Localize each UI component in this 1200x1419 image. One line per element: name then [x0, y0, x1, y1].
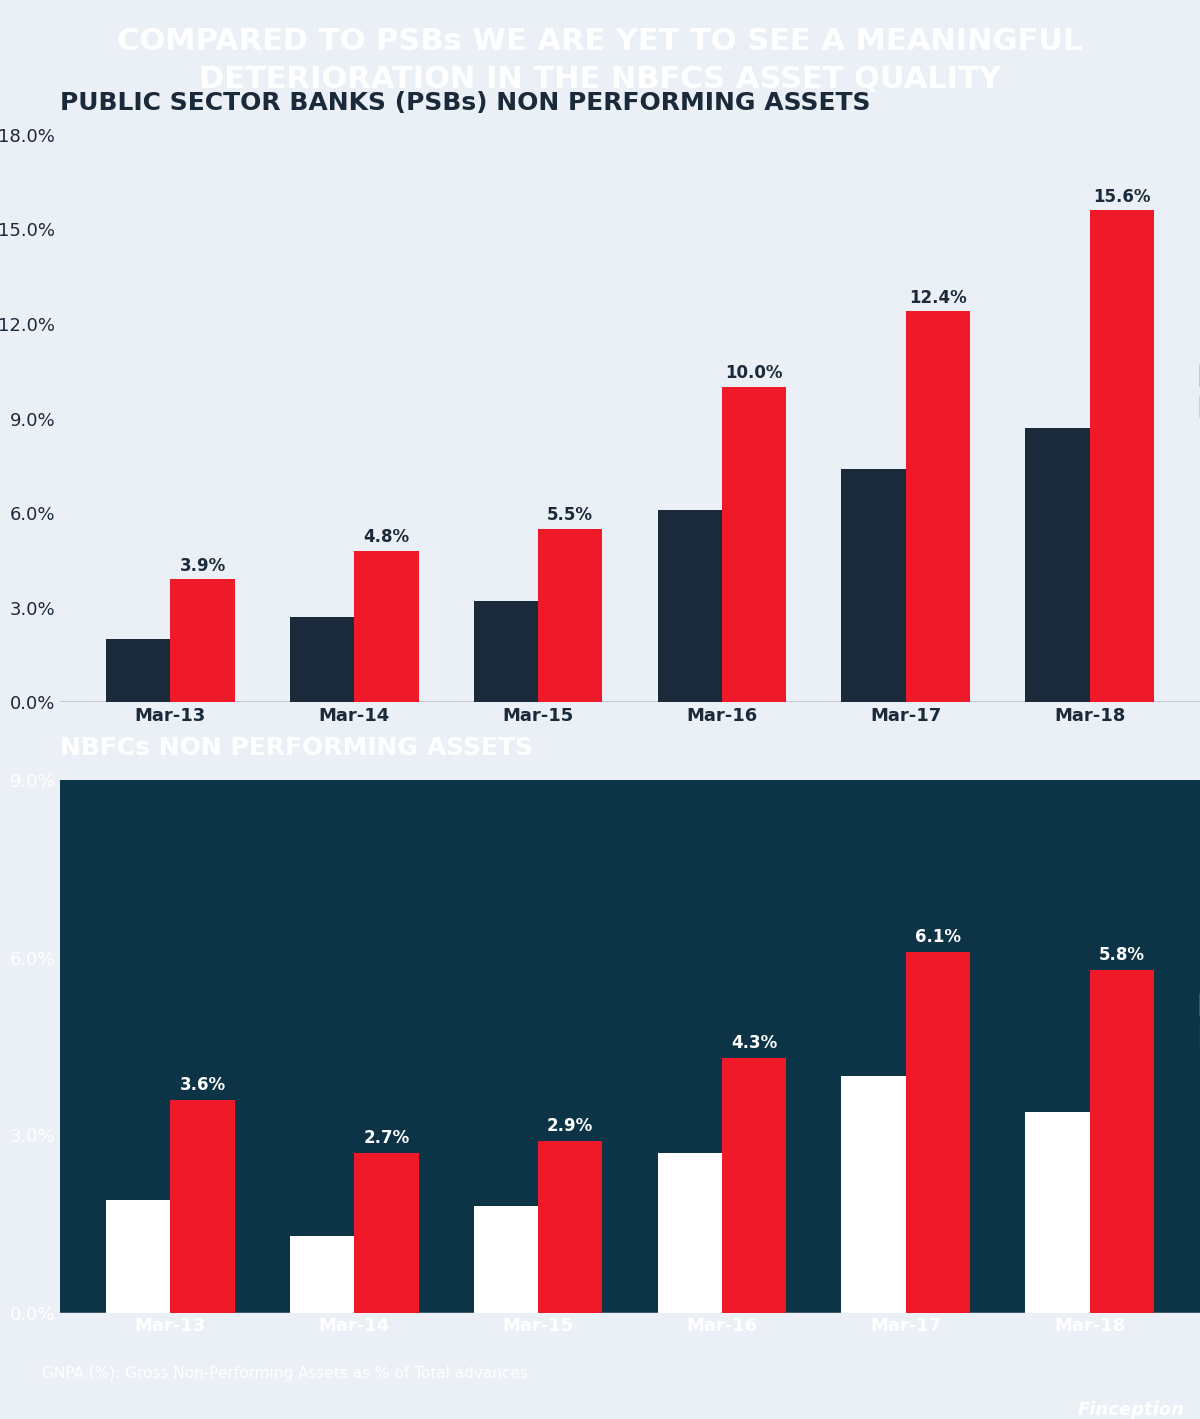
Bar	[290, 617, 354, 702]
Bar	[1090, 210, 1154, 702]
Bar	[170, 579, 235, 702]
Bar	[474, 602, 538, 702]
Text: 5.8%: 5.8%	[1099, 945, 1145, 964]
Bar	[1025, 1111, 1090, 1313]
Bar	[354, 1152, 419, 1313]
Bar	[538, 1141, 602, 1313]
Text: 10.0%: 10.0%	[725, 365, 782, 382]
Bar	[538, 529, 602, 702]
Bar	[106, 640, 170, 702]
Bar	[106, 1200, 170, 1313]
Bar	[722, 387, 786, 702]
Text: 6.1%: 6.1%	[914, 928, 961, 946]
Bar	[170, 1100, 235, 1313]
Text: 2.7%: 2.7%	[364, 1130, 409, 1147]
Text: 5.5%: 5.5%	[547, 507, 593, 524]
Bar	[722, 1059, 786, 1313]
Bar	[354, 551, 419, 702]
Bar	[658, 509, 722, 702]
Text: 2.9%: 2.9%	[547, 1117, 593, 1135]
Bar	[841, 1076, 906, 1313]
Bar	[906, 311, 970, 702]
Bar	[658, 1152, 722, 1313]
Text: 4.8%: 4.8%	[364, 528, 409, 546]
Text: 15.6%: 15.6%	[1093, 187, 1151, 206]
Text: COMPARED TO PSBs WE ARE YET TO SEE A MEANINGFUL
DETERIORATION IN THE NBFCS ASSET: COMPARED TO PSBs WE ARE YET TO SEE A MEA…	[118, 27, 1082, 94]
Bar	[841, 470, 906, 702]
Text: NBFCs NON PERFORMING ASSETS: NBFCs NON PERFORMING ASSETS	[60, 736, 533, 761]
Text: PUBLIC SECTOR BANKS (PSBs) NON PERFORMING ASSETS: PUBLIC SECTOR BANKS (PSBs) NON PERFORMIN…	[60, 91, 870, 115]
Text: Finception: Finception	[1078, 1402, 1186, 1419]
Bar	[290, 1236, 354, 1313]
Bar	[906, 952, 970, 1313]
Legend: NNPA(%), GNPA(%): NNPA(%), GNPA(%)	[1193, 986, 1200, 1054]
Bar	[1025, 429, 1090, 702]
Bar	[474, 1206, 538, 1313]
Text: GNPA (%): Gross Non-Performing Assets as % of Total advances: GNPA (%): Gross Non-Performing Assets as…	[42, 1365, 528, 1381]
Text: 3.6%: 3.6%	[180, 1076, 226, 1094]
Text: 12.4%: 12.4%	[910, 288, 967, 307]
Text: 4.3%: 4.3%	[731, 1034, 778, 1053]
Legend: NNPA(%), GNPA(%): NNPA(%), GNPA(%)	[1193, 356, 1200, 424]
Bar	[1090, 969, 1154, 1313]
Text: 3.9%: 3.9%	[179, 556, 226, 575]
